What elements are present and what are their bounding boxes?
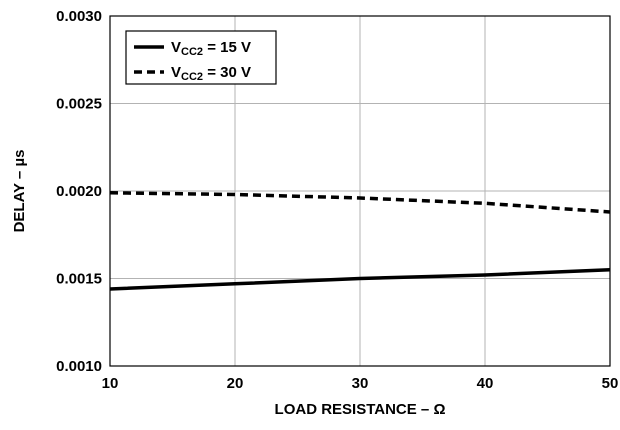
x-tick-label: 20: [227, 375, 244, 392]
legend: VCC2 = 15 V VCC2 = 30 V: [125, 30, 277, 85]
tick-labels: 10 20 30 40 50 0.0010 0.0015 0.0020 0.0025 0.0030: [56, 8, 618, 392]
x-tick-label: 50: [602, 375, 619, 392]
series-line-0: [109, 268, 611, 291]
x-axis-title: LOAD RESISTANCE – Ω: [275, 401, 446, 418]
legend-label-0: VCC2 = 15 V: [171, 39, 251, 58]
legend-box: [125, 30, 277, 85]
y-tick-label: 0.0015: [56, 271, 102, 288]
legend-label-0-rest: = 15 V: [203, 39, 251, 56]
series-layer: [109, 191, 611, 291]
plot-area-border: [109, 15, 611, 367]
legend-label-0-main: V: [171, 39, 181, 56]
legend-label-1-sub: CC2: [181, 71, 203, 83]
series-line-1: [109, 191, 611, 214]
x-tick-label: 40: [477, 375, 494, 392]
y-tick-label: 0.0010: [56, 358, 102, 375]
y-tick-label: 0.0025: [56, 96, 102, 113]
legend-label-1-main: V: [171, 64, 181, 81]
legend-label-1-rest: = 30 V: [203, 64, 251, 81]
y-tick-label: 0.0020: [56, 183, 102, 200]
x-tick-label: 10: [102, 375, 119, 392]
legend-label-0-sub: CC2: [181, 46, 203, 58]
y-axis-title: DELAY – µs: [11, 150, 28, 233]
x-tick-label: 30: [352, 375, 369, 392]
y-tick-label: 0.0030: [56, 8, 102, 25]
legend-label-1: VCC2 = 30 V: [171, 64, 251, 83]
